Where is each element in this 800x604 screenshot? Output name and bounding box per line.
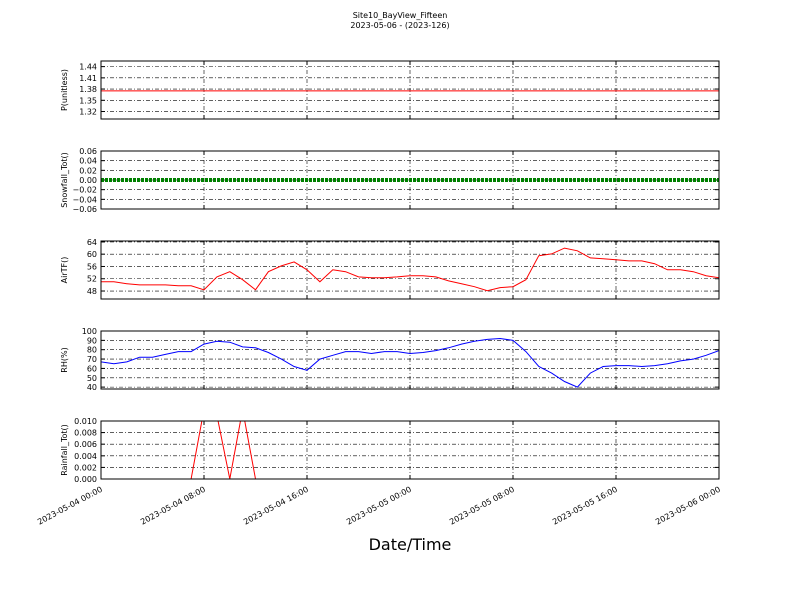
- y-tick-label: 0.00: [79, 176, 97, 185]
- x-axis-label: Date/Time: [369, 535, 452, 554]
- y-axis-label: P(unitless): [60, 69, 69, 111]
- x-tick-label: 2023-05-05 00:00: [345, 485, 413, 527]
- y-tick-label: 80: [87, 346, 97, 355]
- y-tick-label: 52: [87, 275, 97, 284]
- x-tick-label: 2023-05-04 08:00: [139, 485, 207, 527]
- x-tick-label: 2023-05-04 16:00: [242, 485, 310, 527]
- y-tick-label: 70: [87, 355, 97, 364]
- y-tick-label: 0.04: [79, 157, 97, 166]
- y-tick-label: 1.41: [79, 74, 97, 83]
- figure-subtitle: 2023-05-06 - (2023-126): [350, 21, 449, 30]
- plot-frame: [100, 420, 720, 480]
- y-axis-label: Snowfall_Tot(): [60, 152, 69, 208]
- figure-title: Site10_BayView_Fifteen: [353, 11, 448, 20]
- y-tick-label: −0.04: [72, 195, 97, 204]
- x-tick-label: 2023-05-05 16:00: [551, 485, 619, 527]
- plot-frame: [100, 240, 720, 300]
- y-axis-label: Rainfall_Tot(): [60, 424, 69, 476]
- y-tick-label: 1.32: [79, 108, 97, 117]
- plot-frame: [100, 60, 720, 120]
- y-tick-label: 1.35: [79, 96, 97, 105]
- y-tick-label: 40: [87, 383, 97, 392]
- x-tick-label: 2023-05-06 00:00: [654, 485, 722, 527]
- y-tick-label: 100: [82, 327, 97, 336]
- y-axis-label: RH(%): [60, 347, 69, 372]
- y-tick-label: 0.02: [79, 166, 97, 175]
- y-tick-label: 90: [87, 336, 97, 345]
- y-axis-label: AirTF(): [60, 257, 69, 284]
- x-tick-label: 2023-05-04 00:00: [36, 485, 104, 527]
- y-tick-label: 0.002: [74, 463, 97, 472]
- plot-frame: [100, 330, 720, 390]
- y-tick-label: 0.010: [74, 417, 97, 426]
- y-tick-label: 48: [87, 287, 97, 296]
- y-tick-label: 0.004: [74, 452, 97, 461]
- plot-frame: [100, 150, 720, 210]
- y-tick-label: 0.006: [74, 440, 97, 449]
- y-tick-label: 60: [87, 250, 97, 259]
- y-tick-label: 0.008: [74, 429, 97, 438]
- x-tick-label: 2023-05-05 08:00: [448, 485, 516, 527]
- data-line: [101, 247, 719, 292]
- y-tick-label: 50: [87, 374, 97, 383]
- data-line: [101, 337, 719, 388]
- y-tick-label: −0.06: [72, 205, 97, 214]
- y-tick-label: 0.06: [79, 147, 97, 156]
- y-tick-label: 64: [87, 238, 97, 247]
- y-tick-label: 56: [87, 262, 97, 271]
- y-tick-label: −0.02: [72, 186, 97, 195]
- y-tick-label: 1.38: [79, 85, 97, 94]
- y-tick-label: 1.44: [79, 63, 97, 72]
- y-tick-label: 60: [87, 364, 97, 373]
- y-tick-label: 0.000: [74, 475, 97, 484]
